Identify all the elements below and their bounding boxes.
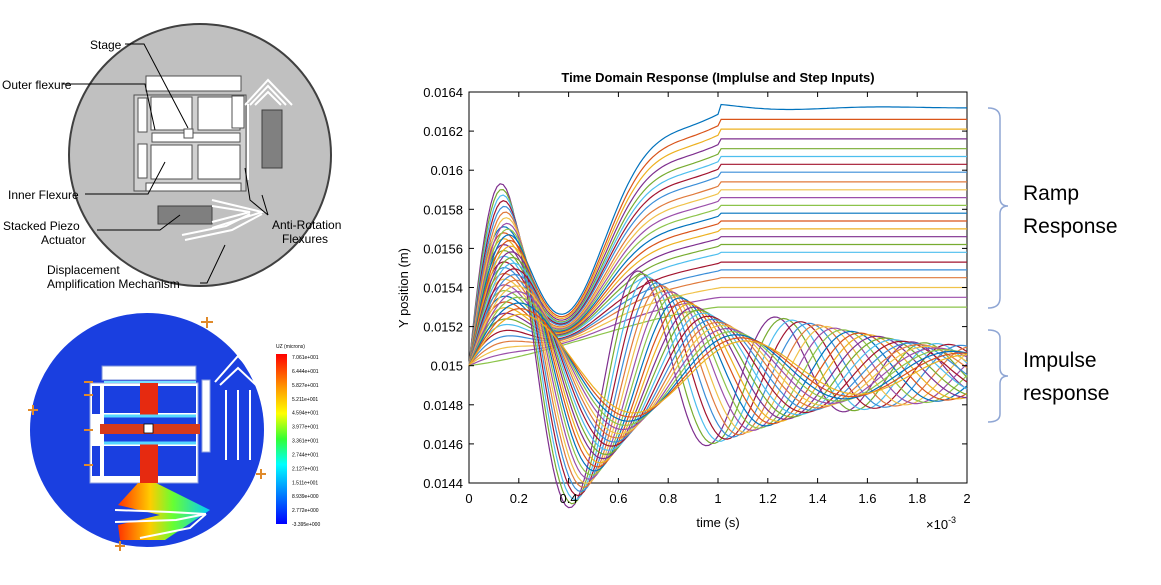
ramp-series-line — [468, 138, 967, 366]
series-layer — [468, 103, 968, 509]
impulse-series-line — [468, 308, 968, 418]
x-tick-label: 2 — [963, 491, 970, 506]
fea-legend-value: 6.444e+001 — [292, 369, 319, 375]
impulse-series-line — [468, 251, 968, 460]
fea-legend-value: -3.395e+000 — [292, 522, 320, 528]
x-tick-label: 0.2 — [510, 491, 528, 506]
y-tick-label: 0.0154 — [423, 281, 463, 296]
ramp-series-line — [468, 171, 967, 366]
fea-plot: UZ (microns) 7.061e+001 6.444e+001 5.827e+… — [28, 313, 320, 551]
impulse-series-line — [468, 222, 968, 480]
x-tick-label: 0.8 — [659, 491, 677, 506]
y-tick-label: 0.0158 — [423, 202, 463, 217]
x-tick-label: 0 — [465, 491, 472, 506]
fea-anti-rotation-flexures — [214, 354, 263, 460]
ramp-series-line — [468, 163, 967, 366]
callout-lines — [63, 43, 269, 284]
ramp-annotation-line1: Ramp — [1023, 182, 1079, 205]
x-axis-label: time (s) — [696, 515, 739, 530]
fea-legend-value: 2.772e+000 — [292, 508, 319, 514]
amplification-label-line2: Amplification Mechanism — [47, 277, 180, 291]
fea-legend-values: 7.061e+001 6.444e+001 5.827e+001 5.211e+001… — [292, 355, 320, 528]
anti-rotation-label-line1: Anti-Rotation — [272, 218, 341, 232]
impulse-annotation-line1: Impulse — [1023, 349, 1097, 372]
fea-legend-value: 2.127e+001 — [292, 466, 319, 472]
outer-flexure-label: Outer flexure — [2, 78, 72, 92]
ramp-series-line — [468, 103, 967, 366]
ramp-series-line — [468, 181, 967, 366]
impulse-series-line — [468, 183, 968, 509]
flexure-stage-assembly — [133, 75, 247, 192]
impulse-brace — [987, 329, 1009, 423]
amplification-label-line1: Displacement — [47, 263, 120, 277]
fea-color-bar — [276, 354, 287, 524]
x-axis-multiplier: ×10-3 — [926, 515, 956, 532]
fea-legend-value: 2.744e+001 — [292, 452, 319, 458]
fea-legend-value: 8.939e+000 — [292, 494, 319, 500]
axis-layer: 0 0.2 0.4 0.6 0.8 1 1.2 1.4 1.6 1.8 2 0.0144 0.0146 0… — [423, 85, 970, 506]
anti-rotation-label-line2: Flexures — [282, 232, 328, 246]
x-tick-label: 0.4 — [560, 491, 578, 506]
x-tick-label: 1.6 — [858, 491, 876, 506]
impulse-series-line — [468, 296, 968, 426]
impulse-series-line — [468, 194, 968, 501]
y-tick-label: 0.0162 — [423, 124, 463, 139]
device-diagram: Stage Outer flexure Inner Flexure Stacke… — [2, 23, 341, 291]
y-tick-label: 0.0156 — [423, 241, 463, 256]
impulse-series-line — [468, 217, 968, 484]
fea-legend-value: 1.511e+001 — [292, 480, 318, 486]
fea-legend-value: 3.361e+001 — [292, 439, 319, 445]
y-tick-label: 0.015 — [430, 359, 463, 374]
x-tick-label: 1.2 — [759, 491, 777, 506]
x-tick-label: 0.6 — [609, 491, 627, 506]
fea-legend-value: 7.061e+001 — [292, 355, 319, 361]
impulse-series-line — [468, 188, 968, 505]
ramp-annotation-line2: Response — [1023, 215, 1118, 238]
y-tick-label: 0.0146 — [423, 437, 463, 452]
piezo-label-line1: Stacked Piezo — [3, 219, 80, 233]
fea-legend-title: UZ (microns) — [276, 344, 305, 350]
impulse-series-line — [468, 205, 968, 493]
ramp-series-line — [468, 118, 967, 366]
impulse-series-line — [468, 200, 968, 497]
piezo-label-line2: Actuator — [41, 233, 86, 247]
fea-legend-value: 3.977e+001 — [292, 425, 319, 431]
ramp-series-line — [468, 189, 967, 366]
fea-legend-value: 5.211e+001 — [292, 397, 318, 403]
impulse-series-line — [468, 234, 968, 472]
inner-flexure-label: Inner Flexure — [8, 188, 79, 202]
ramp-series-line — [468, 128, 967, 366]
x-axis-multiplier-exponent: -3 — [948, 515, 956, 525]
y-tick-label: 0.0164 — [423, 85, 463, 100]
fea-flexure-body — [89, 365, 211, 484]
anti-rotation-flexures — [244, 78, 293, 180]
x-axis-multiplier-base: ×10 — [926, 517, 948, 532]
fea-legend-value: 4.594e+001 — [292, 411, 319, 417]
y-tick-label: 0.016 — [430, 163, 463, 178]
chart-title: Time Domain Response (Implulse and Step … — [561, 70, 874, 85]
ramp-series-line — [468, 148, 967, 366]
x-tick-label: 1.4 — [809, 491, 827, 506]
impulse-series-line — [468, 245, 968, 464]
y-tick-label: 0.0152 — [423, 320, 463, 335]
ramp-series-line — [468, 155, 967, 366]
fea-amplifier-linkages — [114, 509, 207, 539]
stage-label: Stage — [90, 38, 122, 52]
y-axis-label: Y position (m) — [396, 248, 411, 328]
impulse-series-line — [468, 313, 968, 414]
impulse-series-line — [468, 211, 968, 489]
y-tick-label: 0.0148 — [423, 398, 463, 413]
impulse-series-line — [468, 302, 968, 422]
stacked-piezo-actuator — [157, 205, 213, 225]
y-tick-label: 0.0144 — [423, 476, 463, 491]
x-tick-label: 1.8 — [908, 491, 926, 506]
fea-legend-value: 5.827e+001 — [292, 383, 319, 389]
flexure-housing — [261, 109, 283, 169]
response-chart: Time Domain Response (Implulse and Step … — [396, 70, 971, 532]
displacement-amplifier — [181, 199, 266, 241]
ramp-brace — [987, 107, 1009, 309]
x-tick-label: 1 — [714, 491, 721, 506]
load-arrows — [28, 317, 266, 551]
impulse-annotation-line2: response — [1023, 382, 1109, 405]
